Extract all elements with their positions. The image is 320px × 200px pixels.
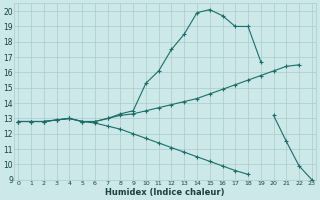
X-axis label: Humidex (Indice chaleur): Humidex (Indice chaleur)	[105, 188, 225, 197]
